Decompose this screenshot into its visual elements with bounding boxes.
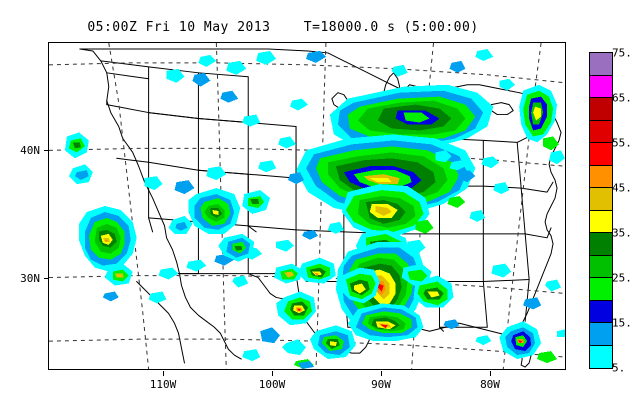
colorbar-band-35-40 (590, 233, 612, 256)
echo-scattered-misc (102, 48, 494, 369)
colorbar-band-55-60 (590, 143, 612, 166)
colorbar-band-15-20 (590, 323, 612, 346)
echo-midatlantic (447, 156, 510, 222)
colorbar-tick-15: 15. (612, 316, 632, 330)
axis-label-lon-110: 110W (149, 378, 177, 391)
tick-lat-40 (44, 150, 49, 151)
colorbar-band-20-25 (590, 300, 612, 323)
tick-lat-30 (44, 278, 49, 279)
echo-upper-midwest (158, 84, 494, 280)
colorbar-tick-25: 25. (612, 271, 632, 285)
tick-lon-110 (163, 371, 164, 376)
axis-label-lat-40: 40N (20, 144, 40, 157)
colorbar-band-75-80 (590, 53, 612, 76)
colorbar-band-65-70 (590, 98, 612, 121)
colorbar-tick-35: 35. (612, 226, 632, 240)
axis-label-lon-90: 90W (371, 378, 391, 391)
tick-lon-80 (490, 371, 491, 376)
axis-label-lon-100: 100W (258, 378, 286, 391)
colorbar-tick-75: 75. (612, 46, 632, 60)
map-plot-area[interactable] (48, 42, 566, 370)
echo-arklatex-convection (274, 241, 454, 342)
axis-label-lat-30: 30N (20, 272, 40, 285)
colorbar-tick-45: 45. (612, 181, 632, 195)
colorbar-band-30-35 (590, 255, 612, 278)
echo-southeast-florida (443, 263, 565, 364)
echo-southwest (64, 50, 326, 286)
colorbar[interactable] (589, 52, 613, 369)
colorbar-band-25-30 (590, 278, 612, 301)
tick-lon-100 (272, 371, 273, 376)
colorbar-band-50-55 (590, 165, 612, 188)
tick-lon-90 (381, 371, 382, 376)
colorbar-band-70-75 (590, 75, 612, 98)
colorbar-band-40-45 (590, 210, 612, 233)
colorbar-band-60-65 (590, 120, 612, 143)
colorbar-tick-5: 5. (612, 361, 626, 375)
axis-label-lon-80: 80W (480, 378, 500, 391)
colorbar-band-5-15 (590, 345, 612, 368)
radar-reflectivity-layer (64, 48, 565, 369)
echo-northeast (499, 78, 565, 165)
colorbar-tick-55: 55. (612, 136, 632, 150)
figure-title: 05:00Z Fri 10 May 2013 T=18000.0 s (5:00… (87, 20, 479, 35)
colorbar-tick-65: 65. (612, 91, 632, 105)
colorbar-band-45-50 (590, 188, 612, 211)
echo-texas (242, 291, 356, 369)
